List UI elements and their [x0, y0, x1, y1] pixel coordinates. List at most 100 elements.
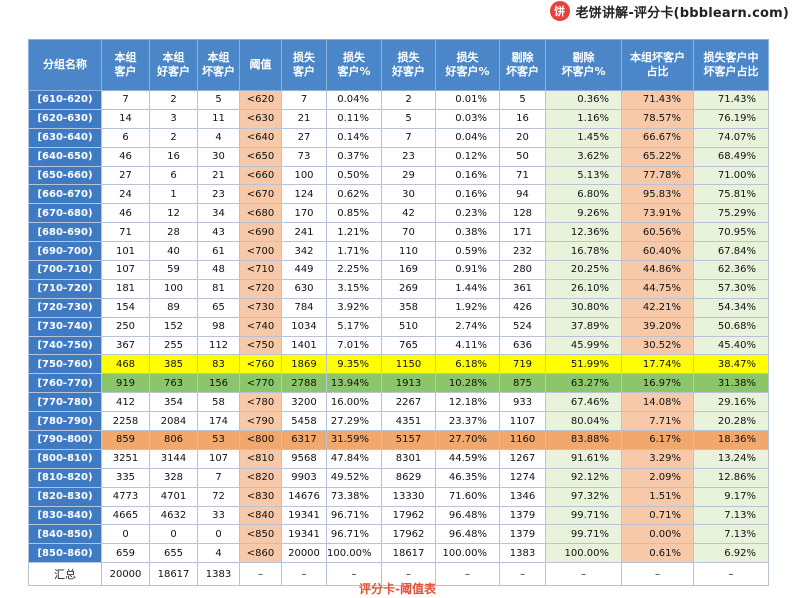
table-cell: 0.01%	[435, 90, 500, 110]
table-cell: 4773	[101, 486, 150, 507]
table-cell: 1.21%	[326, 222, 382, 243]
table-cell: 60.56%	[621, 222, 694, 243]
table-cell: 0.16%	[435, 184, 500, 205]
table-cell: 7	[281, 90, 327, 110]
table-cell: 0.12%	[435, 146, 500, 167]
table-cell: 0.71%	[621, 505, 694, 526]
table-cell: 42	[381, 203, 436, 224]
table-cell: 62.36%	[693, 260, 769, 280]
table-cell: 31.38%	[693, 373, 769, 394]
table-cell: 66.67%	[621, 127, 694, 148]
total-row: 汇总 20000 18617 1383– – – – – – – – –	[28, 562, 769, 587]
table-cell: 0.59%	[435, 241, 500, 262]
table-cell: 26.10%	[545, 278, 622, 299]
table-row: [680-690) 71 28 43 <690 241 1.21% 70 0.38% 171 12.…	[28, 222, 769, 243]
table-cell: 2.25%	[326, 260, 382, 280]
table-cell: 765	[381, 335, 436, 356]
table-cell: 0.03%	[435, 108, 500, 129]
table-body: [610-620) 7 2 5 <620 7 0.04% 2 0.01% 5 0.36% 71.43%…	[28, 90, 769, 587]
table-row: [810-820) 335 328 7 <820 9903 49.52% 8629 46.35%…	[28, 467, 769, 488]
table-cell: 100	[149, 278, 198, 299]
table-cell: 12	[149, 203, 198, 224]
table-cell: 80.04%	[545, 411, 622, 432]
table-cell: 71	[101, 222, 150, 243]
table-cell: 1401	[281, 335, 327, 356]
table-cell: <860	[239, 543, 282, 564]
table-cell: 5.13%	[545, 165, 622, 186]
table-cell: 20000	[281, 543, 327, 564]
table-cell: 6.92%	[693, 543, 769, 564]
table-row: [640-650) 46 16 30 <650 73 0.37% 23 0.12% 50 3.62%…	[28, 146, 769, 167]
table-cell: 2788	[281, 373, 327, 394]
table-row: [610-620) 7 2 5 <620 7 0.04% 2 0.01% 5 0.36% 71.43%…	[28, 90, 769, 110]
table-row: [790-800) 859 806 53 <800 6317 31.59% 5157 27.70…	[28, 430, 769, 450]
table-cell: 19341	[281, 505, 327, 526]
table-cell: 859	[101, 430, 150, 450]
table-row: [720-730) 154 89 65 <730 784 3.92% 358 1.92% 426 3…	[28, 297, 769, 318]
table-cell: 12.18%	[435, 392, 500, 413]
table-cell: 27	[281, 127, 327, 148]
table-header-row: 分组名称 本组 客户 本组 好客户 本组 坏客户 阈值 损失 客户 损失 客户% 损失 好客户 损失 好客户%…	[28, 39, 769, 91]
table-caption: 评分卡-阈值表	[359, 582, 436, 596]
table-row: [770-780) 412 354 58 <780 3200 16.00% 2267 12.18…	[28, 392, 769, 413]
table-row: [710-720) 181 100 81 <720 630 3.15% 269 1.44% 361…	[28, 278, 769, 299]
table-cell: 89	[149, 297, 198, 318]
table-cell: 0.14%	[326, 127, 382, 148]
total-cell: –	[435, 562, 500, 587]
table-cell: 3.92%	[326, 297, 382, 318]
table-cell: 20.28%	[693, 411, 769, 432]
table-cell: 10.28%	[435, 373, 500, 394]
table-cell: 67.84%	[693, 241, 769, 262]
table-cell: 2.09%	[621, 467, 694, 488]
table-cell: 27	[101, 165, 150, 186]
table-cell: 73.38%	[326, 486, 382, 507]
table-cell: 5458	[281, 411, 327, 432]
table-cell: 24	[101, 184, 150, 205]
table-cell: 96.48%	[435, 505, 500, 526]
table-cell: 412	[101, 392, 150, 413]
group-name-cell: [610-620)	[28, 90, 102, 110]
table-cell: 70.95%	[693, 222, 769, 243]
table-cell: <840	[239, 505, 282, 526]
table-cell: 919	[101, 373, 150, 394]
table-row: [750-760) 468 385 83 <760 1869 9.35% 1150 6.18% 7…	[28, 354, 769, 375]
table-cell: 1869	[281, 354, 327, 375]
table-cell: 17962	[381, 524, 436, 545]
table-cell: 71.43%	[621, 90, 694, 110]
column-header: 本组 坏客户	[197, 39, 240, 91]
table-cell: 1	[149, 184, 198, 205]
logo-icon: 饼	[549, 1, 570, 21]
table-cell: 30	[197, 146, 240, 167]
table-cell: 156	[197, 373, 240, 394]
table-cell: 14	[101, 108, 150, 129]
table-cell: 96.48%	[435, 524, 500, 545]
table-cell: 68.49%	[693, 146, 769, 167]
table-cell: 763	[149, 373, 198, 394]
table-cell: 0.04%	[435, 127, 500, 148]
table-cell: <710	[239, 260, 282, 280]
table-cell: 385	[149, 354, 198, 375]
table-cell: 5	[381, 108, 436, 129]
table-cell: 2	[149, 90, 198, 110]
table-cell: 0	[101, 524, 150, 545]
table-cell: 13330	[381, 486, 436, 507]
table-cell: <670	[239, 184, 282, 205]
table-cell: 48	[197, 260, 240, 280]
table-cell: 250	[101, 316, 150, 337]
table-cell: 328	[149, 467, 198, 488]
table-cell: 29.16%	[693, 392, 769, 413]
table-cell: 98	[197, 316, 240, 337]
table-cell: 31.59%	[326, 430, 382, 450]
table-cell: 40	[149, 241, 198, 262]
table-cell: 269	[381, 278, 436, 299]
table-cell: 3.15%	[326, 278, 382, 299]
table-cell: 1150	[381, 354, 436, 375]
table-row: [740-750) 367 255 112 <750 1401 7.01% 765 4.11% 6…	[28, 335, 769, 356]
table-cell: 6	[149, 165, 198, 186]
column-header: 剔除 坏客户	[499, 39, 546, 91]
table-cell: 524	[499, 316, 546, 337]
table-cell: 91.61%	[545, 448, 622, 469]
table-cell: 75.81%	[693, 184, 769, 205]
table-cell: 3200	[281, 392, 327, 413]
table-cell: 0.38%	[435, 222, 500, 243]
